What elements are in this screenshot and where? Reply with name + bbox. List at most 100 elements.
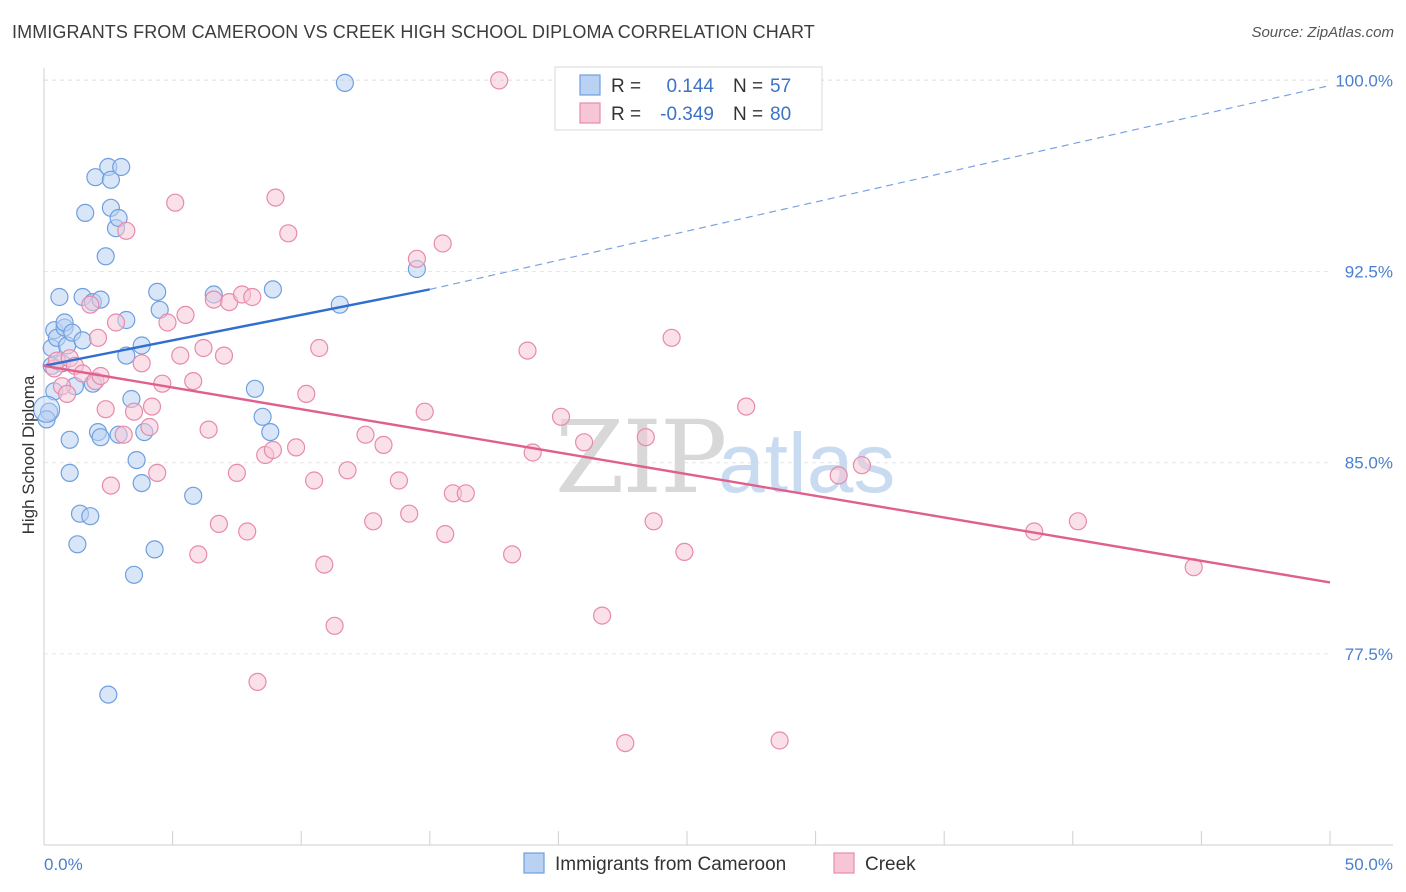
creek-point-51 [364, 512, 383, 531]
creek-point-53 [389, 471, 408, 490]
creek-point-36 [238, 522, 257, 541]
cameroon-point-42 [145, 540, 164, 559]
creek-point-12 [101, 476, 121, 495]
creek-point-23 [166, 193, 185, 212]
creek-point-38 [248, 672, 267, 692]
creek-point-30 [204, 290, 223, 309]
trend-line-cameroon-extension [429, 84, 1331, 290]
cameroon-point-26 [96, 247, 115, 266]
legend-swatch-cameroon [579, 74, 601, 96]
creek-point-29 [199, 420, 218, 439]
creek-point-69 [636, 428, 655, 447]
creek-point-31 [209, 514, 228, 534]
y-tick-label-2: 92.5% [1345, 263, 1393, 282]
creek-point-9 [88, 328, 108, 347]
bottom-legend-label-creek: Creek [865, 854, 916, 875]
creek-point-26 [184, 372, 203, 391]
creek-point-22 [158, 313, 177, 332]
creek-point-16 [124, 402, 144, 421]
creek-point-37 [243, 287, 262, 307]
legend-r-value-cameroon: 0.144 [666, 76, 714, 97]
stats-legend: R = 0.144 N = 57 R = -0.349 N = 80 [554, 66, 823, 131]
creek-point-54 [400, 504, 419, 523]
creek-point-13 [106, 313, 126, 332]
cameroon-point-45 [184, 486, 203, 505]
creek-point-20 [148, 463, 167, 482]
creek-point-61 [490, 71, 509, 90]
creek-point-68 [616, 733, 635, 753]
creek-point-50 [356, 425, 375, 444]
cameroon-point-39 [132, 474, 151, 493]
cameroon-point-33 [112, 157, 131, 177]
creek-point-41 [266, 188, 285, 207]
legend-r-label-cameroon: R = [611, 76, 641, 97]
creek-point-14 [114, 425, 133, 444]
creek-point-75 [829, 466, 848, 485]
creek-point-52 [374, 435, 393, 454]
cameroon-point-55 [60, 430, 79, 449]
creek-point-25 [176, 305, 195, 324]
creek-point-24 [171, 346, 190, 365]
creek-point-57 [433, 234, 452, 253]
legend-r-value-creek: -0.349 [660, 104, 714, 125]
creek-point-55 [407, 249, 426, 268]
y-tick-label-0: 77.5% [1345, 645, 1393, 664]
creek-point-27 [189, 545, 208, 564]
cameroon-point-30 [101, 170, 121, 189]
y-tick-label-3: 100.0% [1335, 71, 1393, 90]
cameroon-point-51 [330, 295, 349, 314]
creek-point-44 [297, 384, 316, 403]
cameroon-point-11 [60, 463, 79, 482]
axes [43, 68, 1393, 846]
cameroon-point-25 [91, 428, 110, 447]
creek-point-63 [518, 341, 537, 360]
creek-point-47 [315, 555, 334, 574]
x-tick-label-0: 0.0% [44, 855, 83, 874]
cameroon-point-large [32, 395, 61, 423]
creek-point-78 [1068, 512, 1088, 531]
trend-lines [43, 84, 1331, 584]
creek-point-58 [436, 524, 455, 544]
grid-lines [44, 79, 1330, 655]
creek-point-19 [142, 397, 162, 416]
bottom-legend-swatch-creek [833, 852, 855, 874]
source-note: Source: ZipAtlas.com [1251, 24, 1394, 41]
creek-point-67 [592, 606, 612, 625]
trend-line-cameroon [43, 288, 431, 368]
bottom-legend-label-cameroon: Immigrants from Cameroon [555, 854, 786, 875]
creek-point-42 [279, 224, 298, 243]
creek-point-56 [415, 402, 434, 421]
creek-point-7 [81, 295, 100, 314]
y-tick-label-1: 85.0% [1345, 454, 1393, 473]
creek-point-71 [662, 328, 681, 347]
cameroon-point-48 [253, 407, 272, 426]
creek-point-70 [644, 512, 663, 531]
trend-line-creek [43, 364, 1331, 584]
cameroon-point-37 [124, 565, 144, 584]
creek-point-18 [140, 417, 159, 437]
watermark-zip: ZIP [555, 399, 725, 516]
creek-point-65 [551, 407, 571, 426]
cameroon-point-52 [335, 73, 354, 93]
creek-point-62 [502, 545, 522, 564]
cameroon-point-16 [73, 331, 92, 350]
creek-point-46 [310, 338, 329, 358]
cameroon-point-38 [127, 451, 146, 470]
creek-point-60 [456, 484, 475, 503]
series-legend: Immigrants from Cameroon Creek [523, 852, 916, 875]
creek-point-66 [574, 433, 594, 452]
cameroon-point-6 [50, 287, 69, 307]
watermark: ZIP atlas [555, 399, 895, 516]
bottom-legend-swatch-cameroon [523, 852, 545, 874]
series-creek-points [45, 71, 1203, 753]
cameroon-point-49 [261, 423, 280, 442]
cameroon-point-19 [81, 507, 100, 526]
creek-point-15 [117, 221, 136, 240]
cameroon-point-14 [68, 535, 87, 554]
creek-point-72 [675, 542, 694, 562]
legend-r-label-creek: R = [611, 104, 641, 125]
creek-point-74 [770, 731, 789, 750]
creek-point-28 [194, 338, 213, 358]
creek-point-73 [737, 397, 756, 416]
